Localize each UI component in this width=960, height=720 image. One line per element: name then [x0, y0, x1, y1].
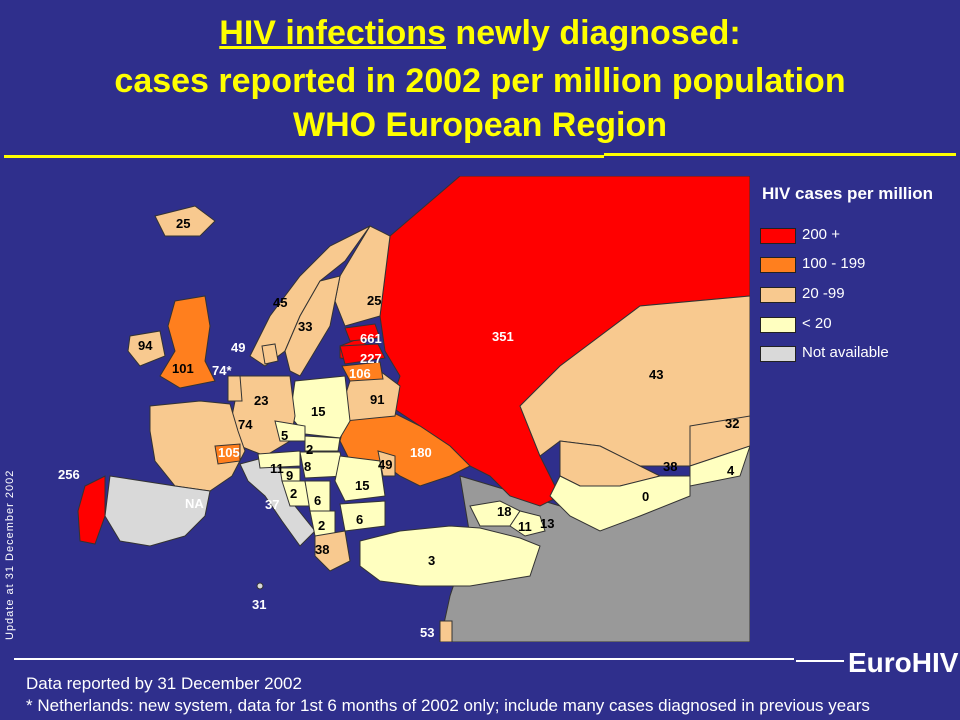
europe-map: 25 94 101 74* 49 45 33 25 661 227 106 35… — [0, 176, 750, 642]
legend-label: 100 - 199 — [802, 255, 866, 272]
label-poland: 15 — [311, 404, 325, 419]
region-latvia — [339, 343, 386, 365]
legend-swatch-grey — [760, 346, 796, 362]
region-norway — [249, 225, 371, 367]
label-austria: 11 — [270, 461, 284, 476]
legend-title: HIV cases per million — [762, 184, 934, 203]
label-armenia: 11 — [518, 519, 532, 534]
label-serbia: 2 — [318, 518, 325, 533]
region-israel — [439, 620, 453, 642]
title-rest: newly diagnosed: — [445, 14, 741, 52]
region-austria — [257, 450, 301, 469]
label-malta: 31 — [252, 597, 266, 612]
label-bosnia: 6 — [314, 493, 321, 508]
label-hungary: 8 — [304, 459, 311, 474]
label-portugal: 256 — [58, 467, 80, 482]
region-moldova — [377, 450, 396, 477]
label-ireland: 94 — [138, 338, 153, 353]
legend-swatch-red — [760, 228, 796, 244]
label-israel: 53 — [420, 625, 434, 640]
label-turkey: 3 — [428, 553, 435, 568]
region-ireland — [127, 330, 166, 367]
footnote-netherlands: * Netherlands: new system, data for 1st … — [26, 696, 870, 715]
label-romania: 15 — [355, 478, 369, 493]
label-belarus: 91 — [370, 392, 384, 407]
label-bulgaria: 6 — [356, 512, 363, 527]
title-rule-left — [4, 155, 604, 158]
label-kyrgyzstan: 32 — [725, 416, 739, 431]
region-netherlands — [227, 375, 243, 402]
legend-swatch-pale-yellow — [760, 317, 796, 333]
region-armenia-azerbaijan — [509, 510, 546, 537]
footer-rule — [14, 658, 794, 660]
label-slovakia: 2 — [306, 442, 313, 457]
label-ukraine: 180 — [410, 445, 432, 460]
label-latvia: 227 — [360, 351, 382, 366]
label-turkmenistan: 0 — [642, 489, 649, 504]
legend-swatch-orange — [760, 257, 796, 273]
region-lithuania — [341, 361, 384, 382]
footnote-data-reported: Data reported by 31 December 2002 — [26, 674, 302, 693]
label-georgia: 18 — [497, 504, 511, 519]
label-finland: 25 — [367, 293, 381, 308]
region-tajikistan — [689, 445, 750, 487]
label-italy: 37 — [265, 497, 279, 512]
legend-label: 200 + — [802, 226, 840, 243]
region-romania — [334, 455, 386, 502]
label-czech: 5 — [281, 428, 288, 443]
region-sweden — [284, 275, 341, 377]
region-uk — [159, 295, 216, 389]
legend-label: 20 -99 — [802, 285, 845, 302]
label-france: 74 — [238, 417, 253, 432]
label-greece: 38 — [315, 542, 329, 557]
label-tajikistan: 4 — [727, 463, 735, 478]
label-uk: 101 — [172, 361, 194, 376]
region-malta — [256, 582, 264, 590]
brand-rule — [796, 660, 844, 662]
region-portugal — [77, 475, 106, 545]
region-spain — [104, 475, 211, 547]
region-finland — [334, 225, 391, 327]
label-azerbaijan: 13 — [540, 516, 554, 531]
region-iceland — [154, 205, 216, 237]
label-sweden: 33 — [298, 319, 312, 334]
region-estonia — [344, 323, 381, 342]
update-date-note: Update at 31 December 2002 — [4, 469, 16, 640]
title-underlined: HIV infections — [219, 14, 446, 52]
eurohiv-brand: EuroHIV — [848, 647, 959, 678]
label-slovenia: 9 — [286, 468, 293, 483]
legend-swatch-tan — [760, 287, 796, 303]
label-germany: 23 — [254, 393, 268, 408]
label-russia: 351 — [492, 329, 514, 344]
region-denmark — [261, 343, 279, 365]
label-netherlands: 74* — [212, 363, 232, 378]
label-estonia: 661 — [360, 331, 382, 346]
region-france — [149, 400, 246, 492]
title-line-2: cases reported in 2002 per million popul… — [114, 62, 846, 100]
label-switzerland: 105 — [218, 445, 240, 460]
label-kazakhstan: 43 — [649, 367, 663, 382]
region-turkey — [359, 525, 541, 587]
label-croatia: 2 — [290, 486, 297, 501]
region-turkmenistan — [549, 475, 691, 532]
label-norway: 45 — [273, 295, 287, 310]
label-moldova: 49 — [378, 457, 392, 472]
region-greece — [314, 530, 351, 572]
region-slovakia — [304, 435, 341, 452]
region-switzerland — [214, 443, 241, 465]
title-line-3: WHO European Region — [293, 106, 667, 144]
title-line-1: HIV infections newly diagnosed: — [0, 14, 960, 53]
label-denmark: 49 — [231, 340, 245, 355]
label-lithuania: 106 — [349, 366, 371, 381]
legend-label: < 20 — [802, 315, 832, 332]
region-bulgaria — [339, 500, 386, 532]
legend-label: Not available — [802, 344, 889, 361]
label-spain: NA — [185, 496, 204, 511]
label-iceland: 25 — [176, 216, 190, 231]
title-rule-right — [604, 153, 956, 156]
label-uzbekistan: 38 — [663, 459, 677, 474]
